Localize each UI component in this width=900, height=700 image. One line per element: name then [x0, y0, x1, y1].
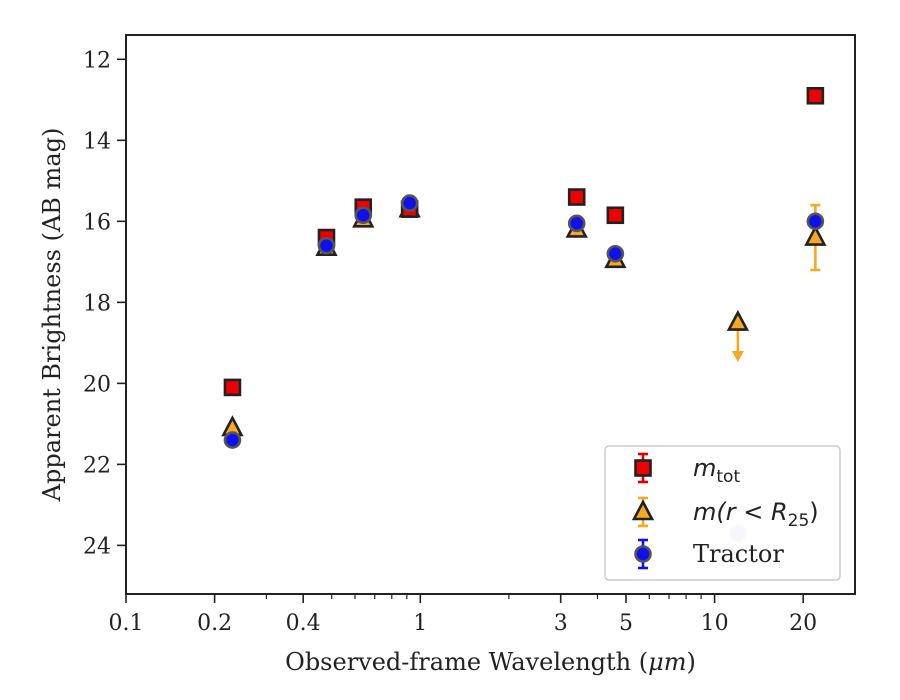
- legend-label: m(r < R25): [693, 498, 819, 531]
- x-tick-label: 5: [619, 611, 633, 636]
- y-tick-label: 20: [83, 372, 111, 397]
- y-tick-label: 18: [83, 291, 111, 316]
- y-tick-label: 16: [83, 210, 111, 235]
- axes: 0.1 0.2 0.4 1 3 5 10 20 12 14 16 18 20 22 24: [83, 34, 856, 636]
- plot-frame: [125, 34, 856, 595]
- x-tick-label: 0.4: [286, 611, 321, 636]
- legend-label: mtot: [693, 454, 740, 487]
- x-tick-label: 0.1: [109, 611, 144, 636]
- x-axis-label: Observed-frame Wavelength (μm): [285, 648, 696, 676]
- legend-circle-marker: [634, 545, 652, 563]
- y-tick-label: 12: [83, 48, 111, 73]
- y-axis-label: Apparent Brightness (AB mag): [38, 128, 66, 503]
- x-tick-label: 20: [789, 611, 817, 636]
- circle-marker: [354, 206, 373, 225]
- y-tick-label: 14: [83, 129, 111, 154]
- legend-box: [604, 445, 841, 581]
- circle-marker: [806, 212, 825, 231]
- square-marker: [223, 378, 242, 397]
- circle-marker: [317, 236, 336, 255]
- x-tick-label: 1: [413, 611, 427, 636]
- triangle-marker: [726, 309, 750, 331]
- legend-label: Tractor: [693, 540, 784, 568]
- legend-triangle-marker: [631, 499, 655, 521]
- legend: mtot m(r < R25) Tractor: [604, 445, 841, 581]
- y-tick-label: 22: [83, 453, 111, 478]
- circle-marker: [223, 431, 242, 449]
- circle-marker: [400, 194, 419, 212]
- circle-marker: [567, 214, 586, 233]
- y-tick-label: 24: [83, 534, 111, 559]
- square-marker: [606, 206, 625, 225]
- circle-marker: [606, 244, 625, 263]
- square-marker: [806, 86, 825, 105]
- square-marker: [567, 188, 586, 206]
- x-tick-label: 3: [554, 611, 568, 636]
- upper-limit-arrowhead: [731, 351, 744, 363]
- x-tick-label: 0.2: [197, 611, 232, 636]
- data-markers: [221, 86, 827, 543]
- x-tick-label: 10: [701, 611, 729, 636]
- triangle-marker: [804, 224, 827, 246]
- legend-square-marker: [634, 459, 652, 477]
